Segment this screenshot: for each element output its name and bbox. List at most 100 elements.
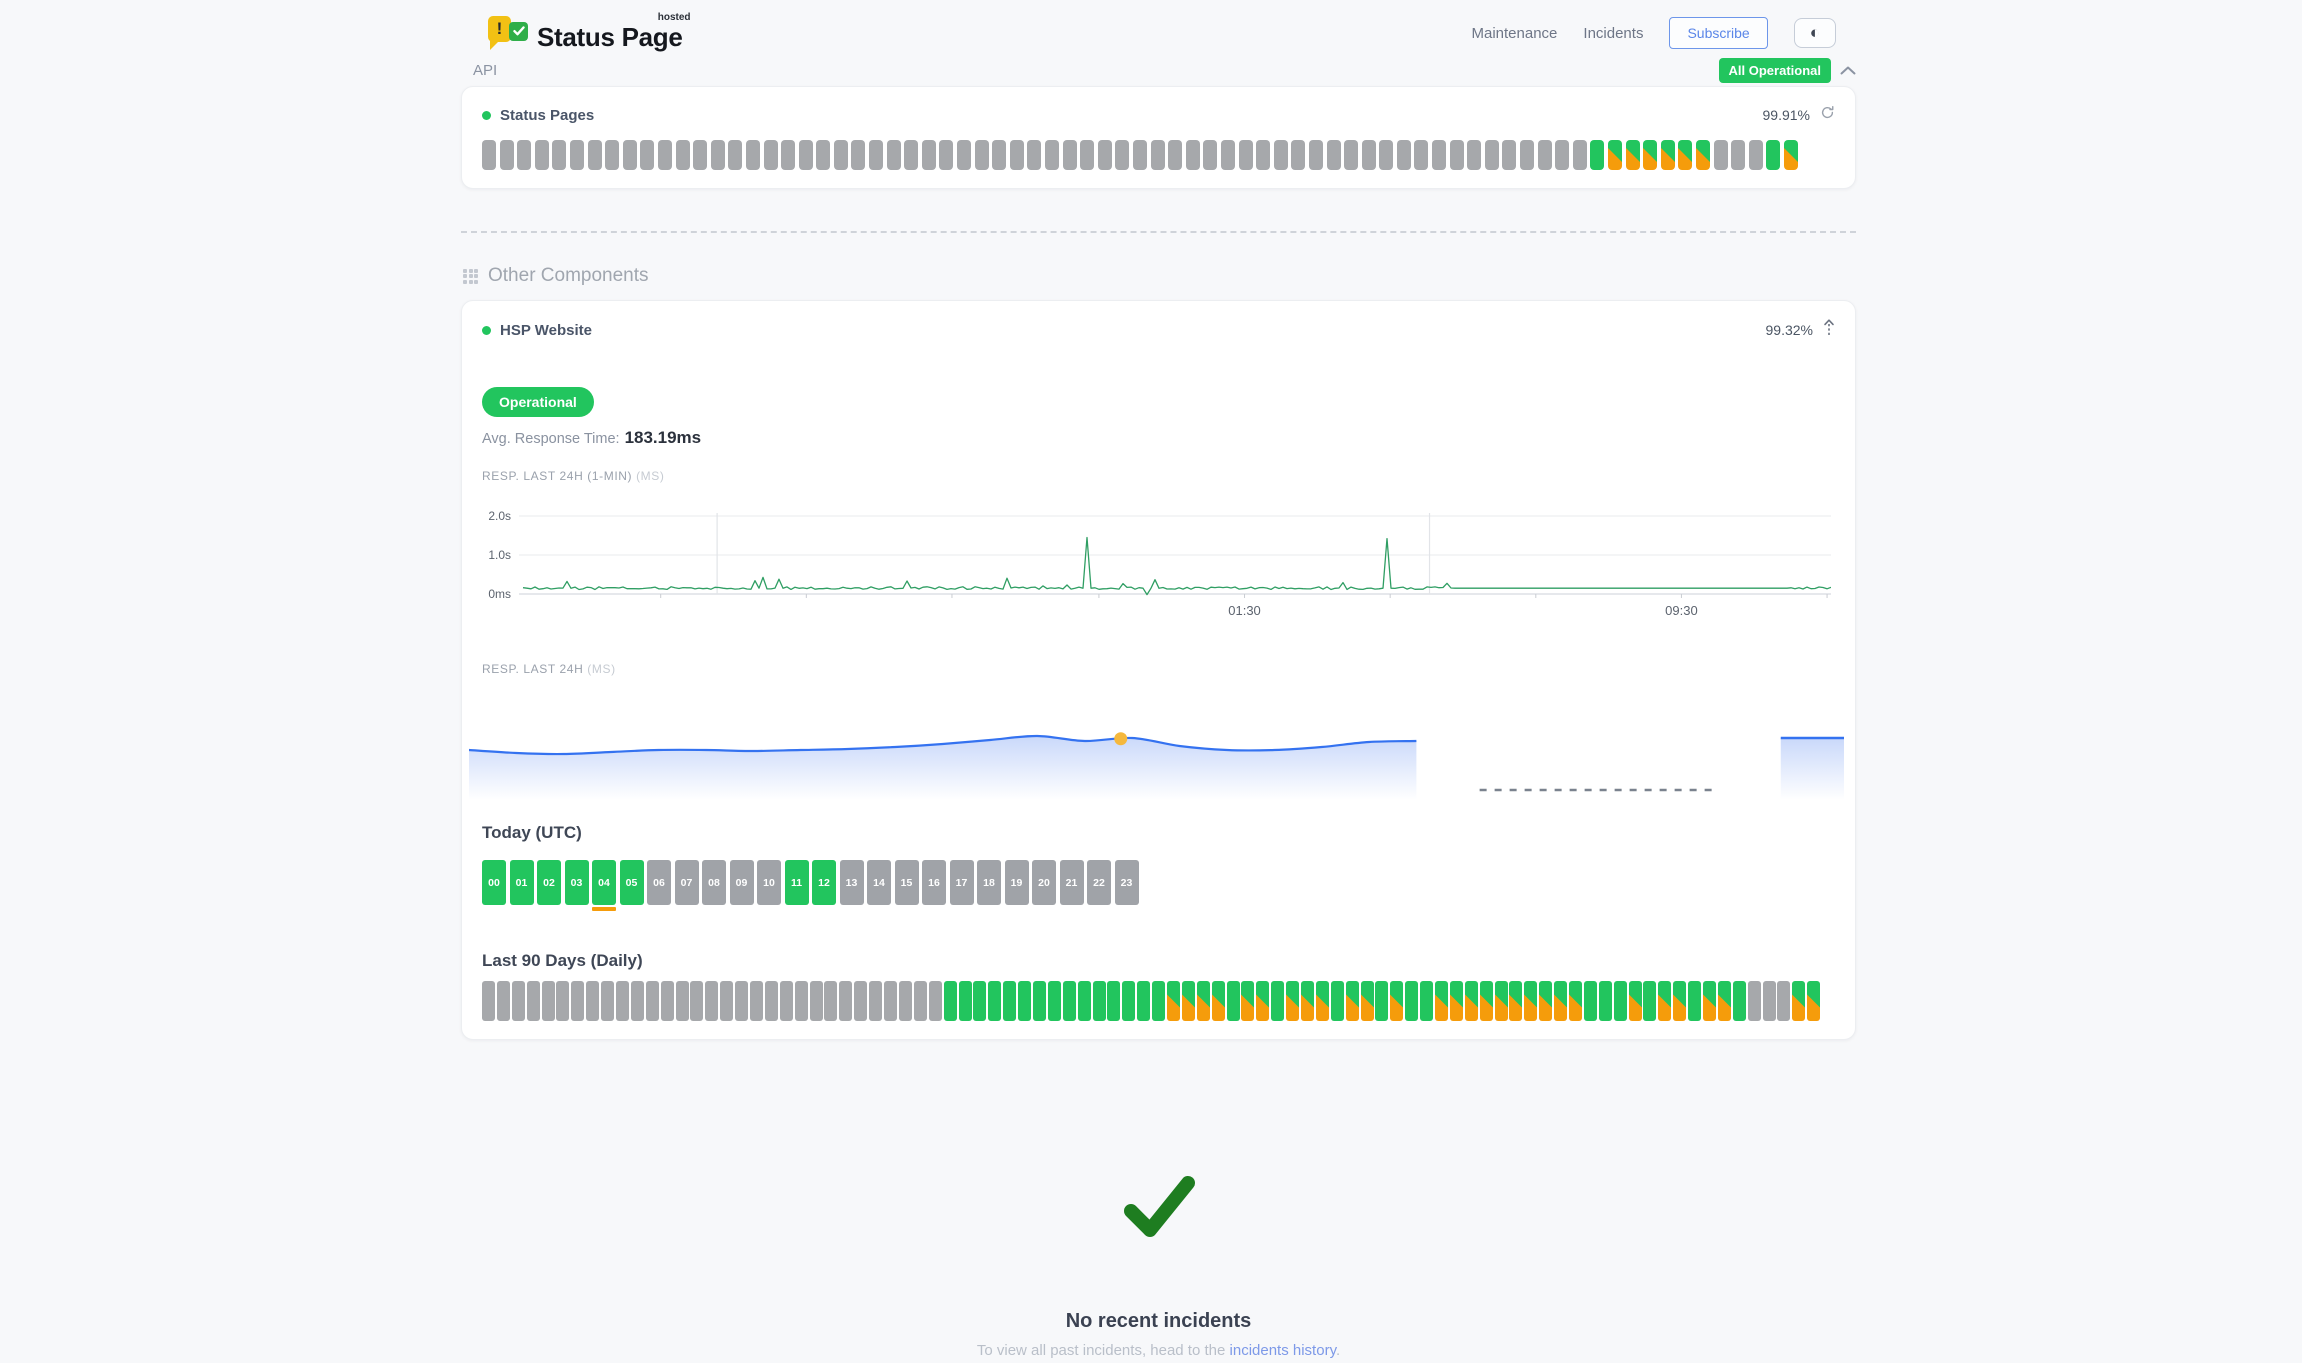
svg-text:09:30: 09:30 [1665, 603, 1698, 618]
uptime-block [1572, 140, 1587, 170]
incidents-footer: No recent incidents To view all past inc… [461, 1173, 1856, 1359]
day-block [1018, 981, 1032, 1021]
avg-response-label: Avg. Response Time: [482, 431, 620, 447]
logo-title: Status Page [537, 21, 683, 52]
uptime-block [1695, 140, 1710, 170]
overall-status-badge: All Operational [1718, 57, 1831, 83]
day-block [1300, 981, 1314, 1021]
other-components-header: Other Components [461, 265, 1856, 287]
day-block [496, 981, 510, 1021]
uptime-block [1062, 140, 1077, 170]
hour-block: 20 [1032, 860, 1056, 905]
response-area-chart [468, 732, 1844, 807]
hour-block: 09 [729, 860, 754, 905]
uptime-block [1080, 140, 1095, 170]
day-block [1539, 981, 1553, 1021]
day-block [616, 981, 630, 1021]
day-block [794, 981, 808, 1021]
uptime-block [1537, 140, 1552, 170]
half-circle-icon: ◐ [1809, 23, 1820, 42]
hour-block: 02 [537, 860, 561, 905]
theme-toggle-button[interactable]: ◐ [1793, 18, 1836, 48]
uptime-block [605, 140, 620, 170]
hour-block: 15 [894, 860, 919, 905]
uptime-block [675, 140, 690, 170]
day-block [690, 981, 704, 1021]
arrow-up-dashed-icon[interactable] [1823, 319, 1835, 341]
uptime-block [1097, 140, 1112, 170]
hour-block: 19 [1004, 860, 1029, 905]
day-block [1554, 981, 1568, 1021]
day-block [601, 981, 615, 1021]
uptime-block [1291, 140, 1306, 170]
no-incidents-check-icon [1123, 1176, 1195, 1237]
uptime-blocks-bar [482, 140, 1835, 170]
day-block [1122, 981, 1136, 1021]
day-block [1449, 981, 1463, 1021]
chart1-label: RESP. LAST 24H (1-MIN) (MS) [482, 469, 665, 483]
hour-block: 13 [839, 860, 864, 905]
nav-link-maintenance[interactable]: Maintenance [1471, 24, 1558, 42]
uptime-block [974, 140, 989, 170]
uptime-block [1132, 140, 1147, 170]
incidents-history-link[interactable]: incidents history [1229, 1342, 1336, 1359]
uptime-block [816, 140, 831, 170]
uptime-percent: 99.32% [1765, 322, 1813, 338]
hour-block: 07 [674, 860, 699, 905]
uptime-block [1467, 140, 1482, 170]
chevron-up-icon[interactable] [1840, 66, 1856, 75]
uptime-block [482, 140, 496, 170]
day-block [824, 981, 838, 1021]
day-block [541, 981, 555, 1021]
uptime-block [710, 140, 725, 170]
uptime-block [1045, 140, 1059, 170]
day-block [884, 981, 898, 1021]
uptime-block [640, 140, 655, 170]
uptime-block [693, 140, 708, 170]
component-name: Status Pages [500, 106, 595, 124]
day-block [750, 981, 764, 1021]
day-block [526, 981, 540, 1021]
uptime-block [798, 140, 813, 170]
uptime-block [992, 140, 1007, 170]
day-block [1598, 981, 1612, 1021]
uptime-block [1308, 140, 1323, 170]
day-block [1077, 981, 1091, 1021]
today-hour-blocks: 00 01 02 03 04 05 06 07 08 09 10 11 12 13 14 15 16 17 18 19… [482, 860, 1835, 911]
section-title: Other Components [488, 265, 649, 286]
uptime-block [1361, 140, 1376, 170]
day-block [943, 981, 957, 1021]
day-block [1107, 981, 1121, 1021]
subscribe-button[interactable]: Subscribe [1669, 17, 1768, 49]
hour-block: 04 [592, 860, 616, 911]
uptime-block [1009, 140, 1024, 170]
day-block [482, 981, 495, 1021]
uptime-block [499, 140, 514, 170]
uptime-block [1344, 140, 1359, 170]
uptime-block [1643, 140, 1658, 170]
nav-link-incidents[interactable]: Incidents [1583, 24, 1644, 42]
uptime-block [1502, 140, 1517, 170]
logo-icon: ! [488, 14, 530, 52]
status-badge-operational: Operational [482, 387, 594, 417]
day-block [1196, 981, 1210, 1021]
hour-block: 18 [977, 860, 1001, 905]
uptime-block [957, 140, 972, 170]
uptime-block [1432, 140, 1447, 170]
day-block [1181, 981, 1195, 1021]
day-block [1375, 981, 1389, 1021]
day-block [1271, 981, 1285, 1021]
day-block [1703, 981, 1717, 1021]
uptime-block [886, 140, 901, 170]
last90-heading: Last 90 Days (Daily) [482, 951, 643, 970]
day-block [1688, 981, 1702, 1021]
day-block [1256, 981, 1270, 1021]
day-block [1047, 981, 1061, 1021]
uptime-block [1748, 140, 1763, 170]
hour-block: 03 [564, 860, 589, 905]
uptime-percent: 99.91% [1762, 107, 1810, 123]
day-block [809, 981, 823, 1021]
day-block [779, 981, 793, 1021]
hour-block: 10 [757, 860, 781, 905]
exclamation-bubble-icon: ! [488, 15, 511, 50]
